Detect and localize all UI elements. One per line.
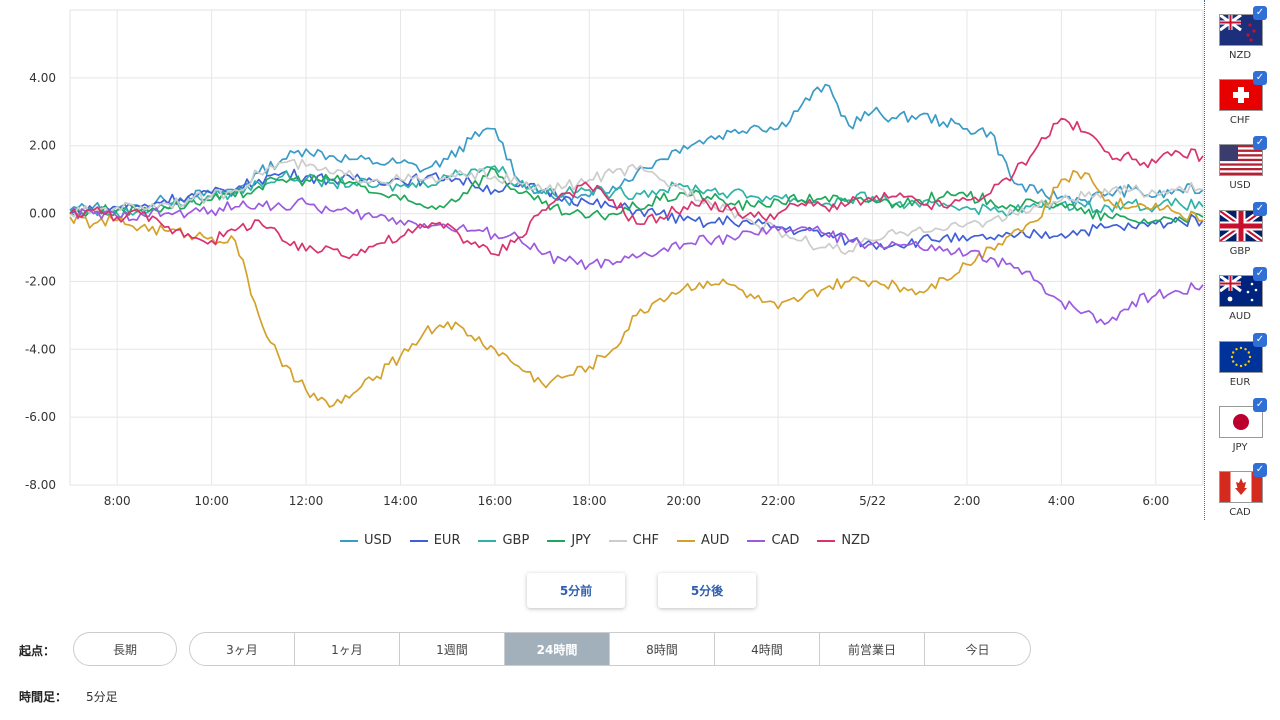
timeframe-value: 5分足	[86, 690, 118, 704]
checkmark-icon: ✓	[1253, 202, 1267, 216]
flag-toggle-jpy[interactable]: ✓ JPY	[1215, 398, 1267, 460]
flag-toggle-nzd[interactable]: ✓ NZD	[1215, 6, 1267, 68]
flag-toggle-cad[interactable]: ✓ CAD	[1215, 463, 1267, 525]
chart-legend: USD EUR GBP JPY CHF AUD CAD NZD	[0, 533, 1210, 548]
legend-label: NZD	[841, 533, 871, 548]
y-tick-label: -2.00	[25, 274, 56, 288]
range-option-button[interactable]: 前営業日	[820, 633, 925, 665]
plot-area	[69, 9, 1204, 486]
legend-label: JPY	[571, 533, 591, 548]
legend-item-usd[interactable]: USD	[339, 533, 392, 548]
legend-label: GBP	[502, 533, 530, 548]
usd-flag-icon	[1219, 144, 1263, 176]
series-line-jpy	[69, 167, 1204, 225]
range-option-button[interactable]: 4時間	[715, 633, 820, 665]
range-option-button[interactable]: 8時間	[610, 633, 715, 665]
y-tick-label: -6.00	[25, 410, 56, 424]
gbp-flag-icon	[1219, 210, 1263, 242]
flag-toggle-aud[interactable]: ✓ AUD	[1215, 267, 1267, 329]
series-line-gbp	[69, 165, 1204, 220]
legend-swatch	[817, 539, 836, 542]
legend-item-eur[interactable]: EUR	[409, 533, 461, 548]
flag-code-label: AUD	[1229, 311, 1251, 322]
x-tick-label: 2:00	[953, 494, 980, 508]
x-tick-label: 16:00	[478, 494, 513, 508]
legend-label: USD	[363, 533, 392, 548]
x-tick-label: 22:00	[761, 494, 796, 508]
timeframe-label: 時間足：	[19, 690, 68, 704]
x-tick-label: 4:00	[1048, 494, 1075, 508]
legend-label: CHF	[632, 533, 660, 548]
series-line-nzd	[69, 117, 1204, 260]
legend-swatch	[409, 539, 428, 542]
range-option-button[interactable]: 24時間	[505, 633, 610, 665]
series-line-eur	[69, 168, 1204, 251]
flag-code-label: NZD	[1228, 50, 1252, 61]
flag-code-label: CAD	[1229, 507, 1251, 518]
range-label: 起点：	[19, 644, 56, 658]
legend-item-gbp[interactable]: GBP	[478, 533, 529, 548]
checkmark-icon: ✓	[1253, 136, 1267, 150]
flag-toggle-usd[interactable]: ✓ USD	[1215, 136, 1267, 198]
range-option-button[interactable]: 今日	[965, 642, 990, 657]
currency-selector-panel: ✓ NZD ✓ CHF ✓ USD ✓ GBP ✓ AUD ✓ EUR ✓ JPY ✓ CAD	[1204, 0, 1280, 520]
legend-item-jpy[interactable]: JPY	[547, 533, 591, 548]
series-line-aud	[69, 169, 1204, 408]
legend-swatch	[339, 539, 358, 542]
x-tick-label: 8:00	[104, 494, 131, 508]
legend-item-aud[interactable]: AUD	[677, 533, 729, 548]
checkmark-icon: ✓	[1253, 267, 1267, 281]
flag-code-label: GBP	[1229, 246, 1251, 257]
range-long-button[interactable]: 長期	[73, 632, 177, 666]
checkmark-icon: ✓	[1253, 398, 1267, 412]
legend-label: AUD	[701, 533, 730, 548]
legend-label: EUR	[433, 533, 461, 548]
legend-label: CAD	[771, 533, 800, 548]
legend-item-nzd[interactable]: NZD	[817, 533, 870, 548]
legend-item-chf[interactable]: CHF	[608, 533, 660, 548]
x-tick-label: 20:00	[666, 494, 701, 508]
x-tick-label: 12:00	[289, 494, 324, 508]
y-tick-label: -4.00	[25, 342, 56, 356]
y-tick-label: 0.00	[29, 207, 56, 221]
legend-swatch	[608, 539, 627, 542]
checkmark-icon: ✓	[1253, 333, 1267, 347]
legend-item-cad[interactable]: CAD	[747, 533, 799, 548]
legend-swatch	[677, 539, 696, 542]
range-segmented-control: 3ヶ月 1ヶ月 1週間 24時間 8時間 4時間 前営業日 今日	[189, 632, 1031, 666]
flag-code-label: JPY	[1232, 442, 1248, 453]
legend-swatch	[747, 539, 766, 542]
x-tick-label: 10:00	[194, 494, 229, 508]
range-option-button[interactable]: 3ヶ月	[190, 633, 295, 665]
flag-code-label: CHF	[1229, 115, 1251, 126]
y-tick-label: -8.00	[25, 478, 56, 492]
range-option-button[interactable]: 1週間	[400, 633, 505, 665]
checkmark-icon: ✓	[1253, 6, 1267, 20]
prev-5min-button[interactable]: 5分前	[527, 573, 625, 608]
next-5min-button[interactable]: 5分後	[658, 573, 756, 608]
x-tick-label: 6:00	[1142, 494, 1169, 508]
y-tick-label: 4.00	[29, 71, 56, 85]
flag-toggle-eur[interactable]: ✓ EUR	[1215, 333, 1267, 395]
series-line-cad	[69, 197, 1204, 326]
flag-code-label: USD	[1229, 180, 1251, 191]
checkmark-icon: ✓	[1253, 463, 1267, 477]
series-line-chf	[69, 158, 1204, 255]
legend-swatch	[478, 539, 497, 542]
flag-toggle-chf[interactable]: ✓ CHF	[1215, 71, 1267, 133]
legend-swatch	[547, 539, 566, 542]
x-tick-label: 14:00	[383, 494, 418, 508]
x-tick-label: 5/22	[859, 494, 886, 508]
flag-code-label: EUR	[1229, 377, 1251, 388]
x-tick-label: 18:00	[572, 494, 607, 508]
flag-toggle-gbp[interactable]: ✓ GBP	[1215, 202, 1267, 264]
jpy-flag-icon	[1219, 406, 1263, 438]
y-tick-label: 2.00	[29, 139, 56, 153]
checkmark-icon: ✓	[1253, 71, 1267, 85]
line-chart: 4.00 2.00 0.00 -2.00 -4.00 -6.00 -8.00 8:00 10:0…	[25, 9, 1204, 508]
range-option-button[interactable]: 1ヶ月	[295, 633, 400, 665]
